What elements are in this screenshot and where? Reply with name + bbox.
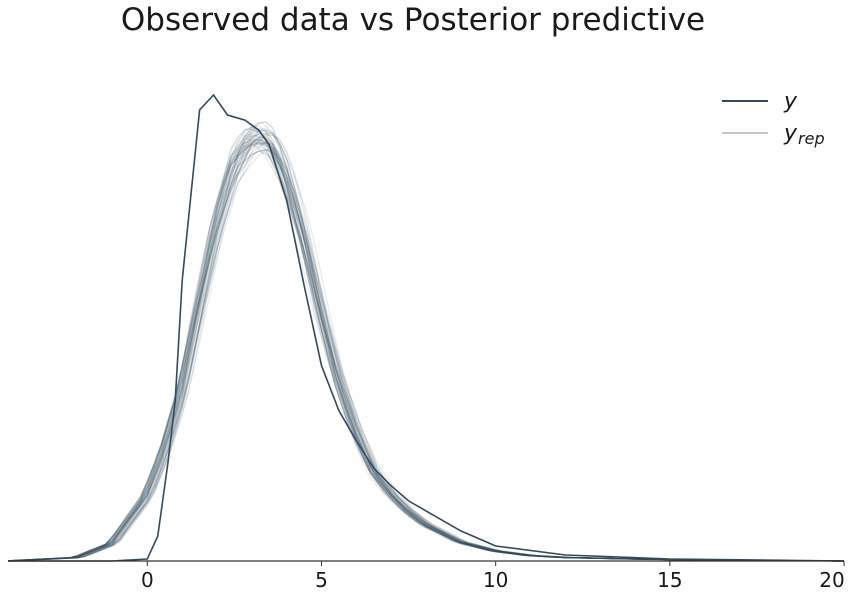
posterior-predictive-line bbox=[7, 150, 845, 562]
x-tick-label: 10 bbox=[483, 568, 508, 592]
chart-title: Observed data vs Posterior predictive bbox=[120, 2, 706, 38]
posterior-predictive-line bbox=[7, 136, 845, 562]
posterior-predictive-line bbox=[7, 137, 844, 562]
posterior-predictive-line bbox=[7, 139, 844, 562]
posterior-predictive-line bbox=[7, 129, 845, 562]
posterior-predictive-line bbox=[7, 120, 845, 562]
posterior-predictive-line bbox=[7, 140, 844, 562]
posterior-predictive-line bbox=[7, 136, 844, 562]
posterior-predictive-line bbox=[7, 137, 845, 562]
posterior-predictive-line bbox=[7, 130, 844, 562]
x-tick-label: 20 bbox=[819, 568, 844, 592]
posterior-predictive-line bbox=[7, 141, 845, 562]
legend: y yrep bbox=[722, 89, 825, 148]
posterior-predictive-line bbox=[7, 143, 845, 562]
observed-data-line bbox=[8, 93, 845, 562]
posterior-predictive-line bbox=[7, 129, 844, 562]
posterior-predictive-line bbox=[7, 134, 845, 562]
posterior-predictive-line bbox=[7, 126, 844, 562]
posterior-predictive-line bbox=[7, 134, 844, 562]
posterior-predictive-line bbox=[7, 149, 845, 562]
x-axis-ticks: 0 5 10 15 20 bbox=[141, 561, 845, 592]
posterior-predictive-line bbox=[7, 142, 844, 562]
posterior-predictive-line bbox=[7, 148, 844, 562]
posterior-predictive-line bbox=[7, 127, 844, 562]
posterior-predictive-line bbox=[7, 141, 844, 562]
posterior-predictive-line bbox=[7, 129, 844, 562]
posterior-predictive-line bbox=[7, 141, 844, 562]
posterior-predictive-line bbox=[7, 126, 844, 562]
posterior-predictive-line bbox=[7, 138, 844, 562]
observed-line-group bbox=[8, 93, 845, 562]
posterior-predictive-line bbox=[7, 125, 844, 562]
posterior-predictive-line bbox=[7, 132, 844, 562]
posterior-predictive-line bbox=[7, 144, 844, 562]
x-tick-label: 0 bbox=[141, 568, 154, 592]
posterior-predictive-line bbox=[7, 139, 844, 562]
posterior-predictive-line bbox=[7, 133, 845, 562]
posterior-predictive-line bbox=[7, 149, 845, 562]
posterior-predictive-line bbox=[7, 136, 844, 562]
posterior-predictive-line bbox=[7, 142, 844, 562]
posterior-predictive-line bbox=[7, 127, 845, 562]
posterior-predictive-line bbox=[7, 125, 844, 562]
posterior-predictive-line bbox=[7, 148, 845, 562]
posterior-predictive-line bbox=[7, 128, 844, 562]
posterior-predictive-line bbox=[7, 128, 844, 562]
posterior-predictive-line bbox=[7, 121, 844, 562]
legend-label-y: y bbox=[783, 89, 798, 114]
legend-label-yrep: yrep bbox=[783, 121, 825, 148]
posterior-predictive-lines bbox=[7, 120, 845, 562]
x-tick-label: 15 bbox=[657, 568, 682, 592]
posterior-predictive-line bbox=[7, 132, 845, 562]
posterior-predictive-line bbox=[7, 131, 844, 562]
x-tick-label: 5 bbox=[315, 568, 328, 592]
posterior-predictive-line bbox=[7, 135, 844, 562]
posterior-predictive-line bbox=[7, 138, 845, 562]
posterior-predictive-line bbox=[7, 141, 844, 562]
posterior-predictive-line bbox=[7, 129, 844, 562]
posterior-predictive-line bbox=[7, 143, 844, 562]
posterior-predictive-line bbox=[7, 121, 845, 562]
posterior-predictive-line bbox=[7, 133, 844, 562]
posterior-predictive-line bbox=[7, 142, 844, 562]
posterior-predictive-line bbox=[7, 133, 844, 562]
